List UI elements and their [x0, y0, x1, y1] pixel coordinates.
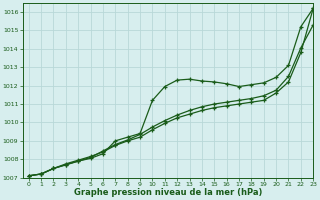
X-axis label: Graphe pression niveau de la mer (hPa): Graphe pression niveau de la mer (hPa)	[74, 188, 262, 197]
